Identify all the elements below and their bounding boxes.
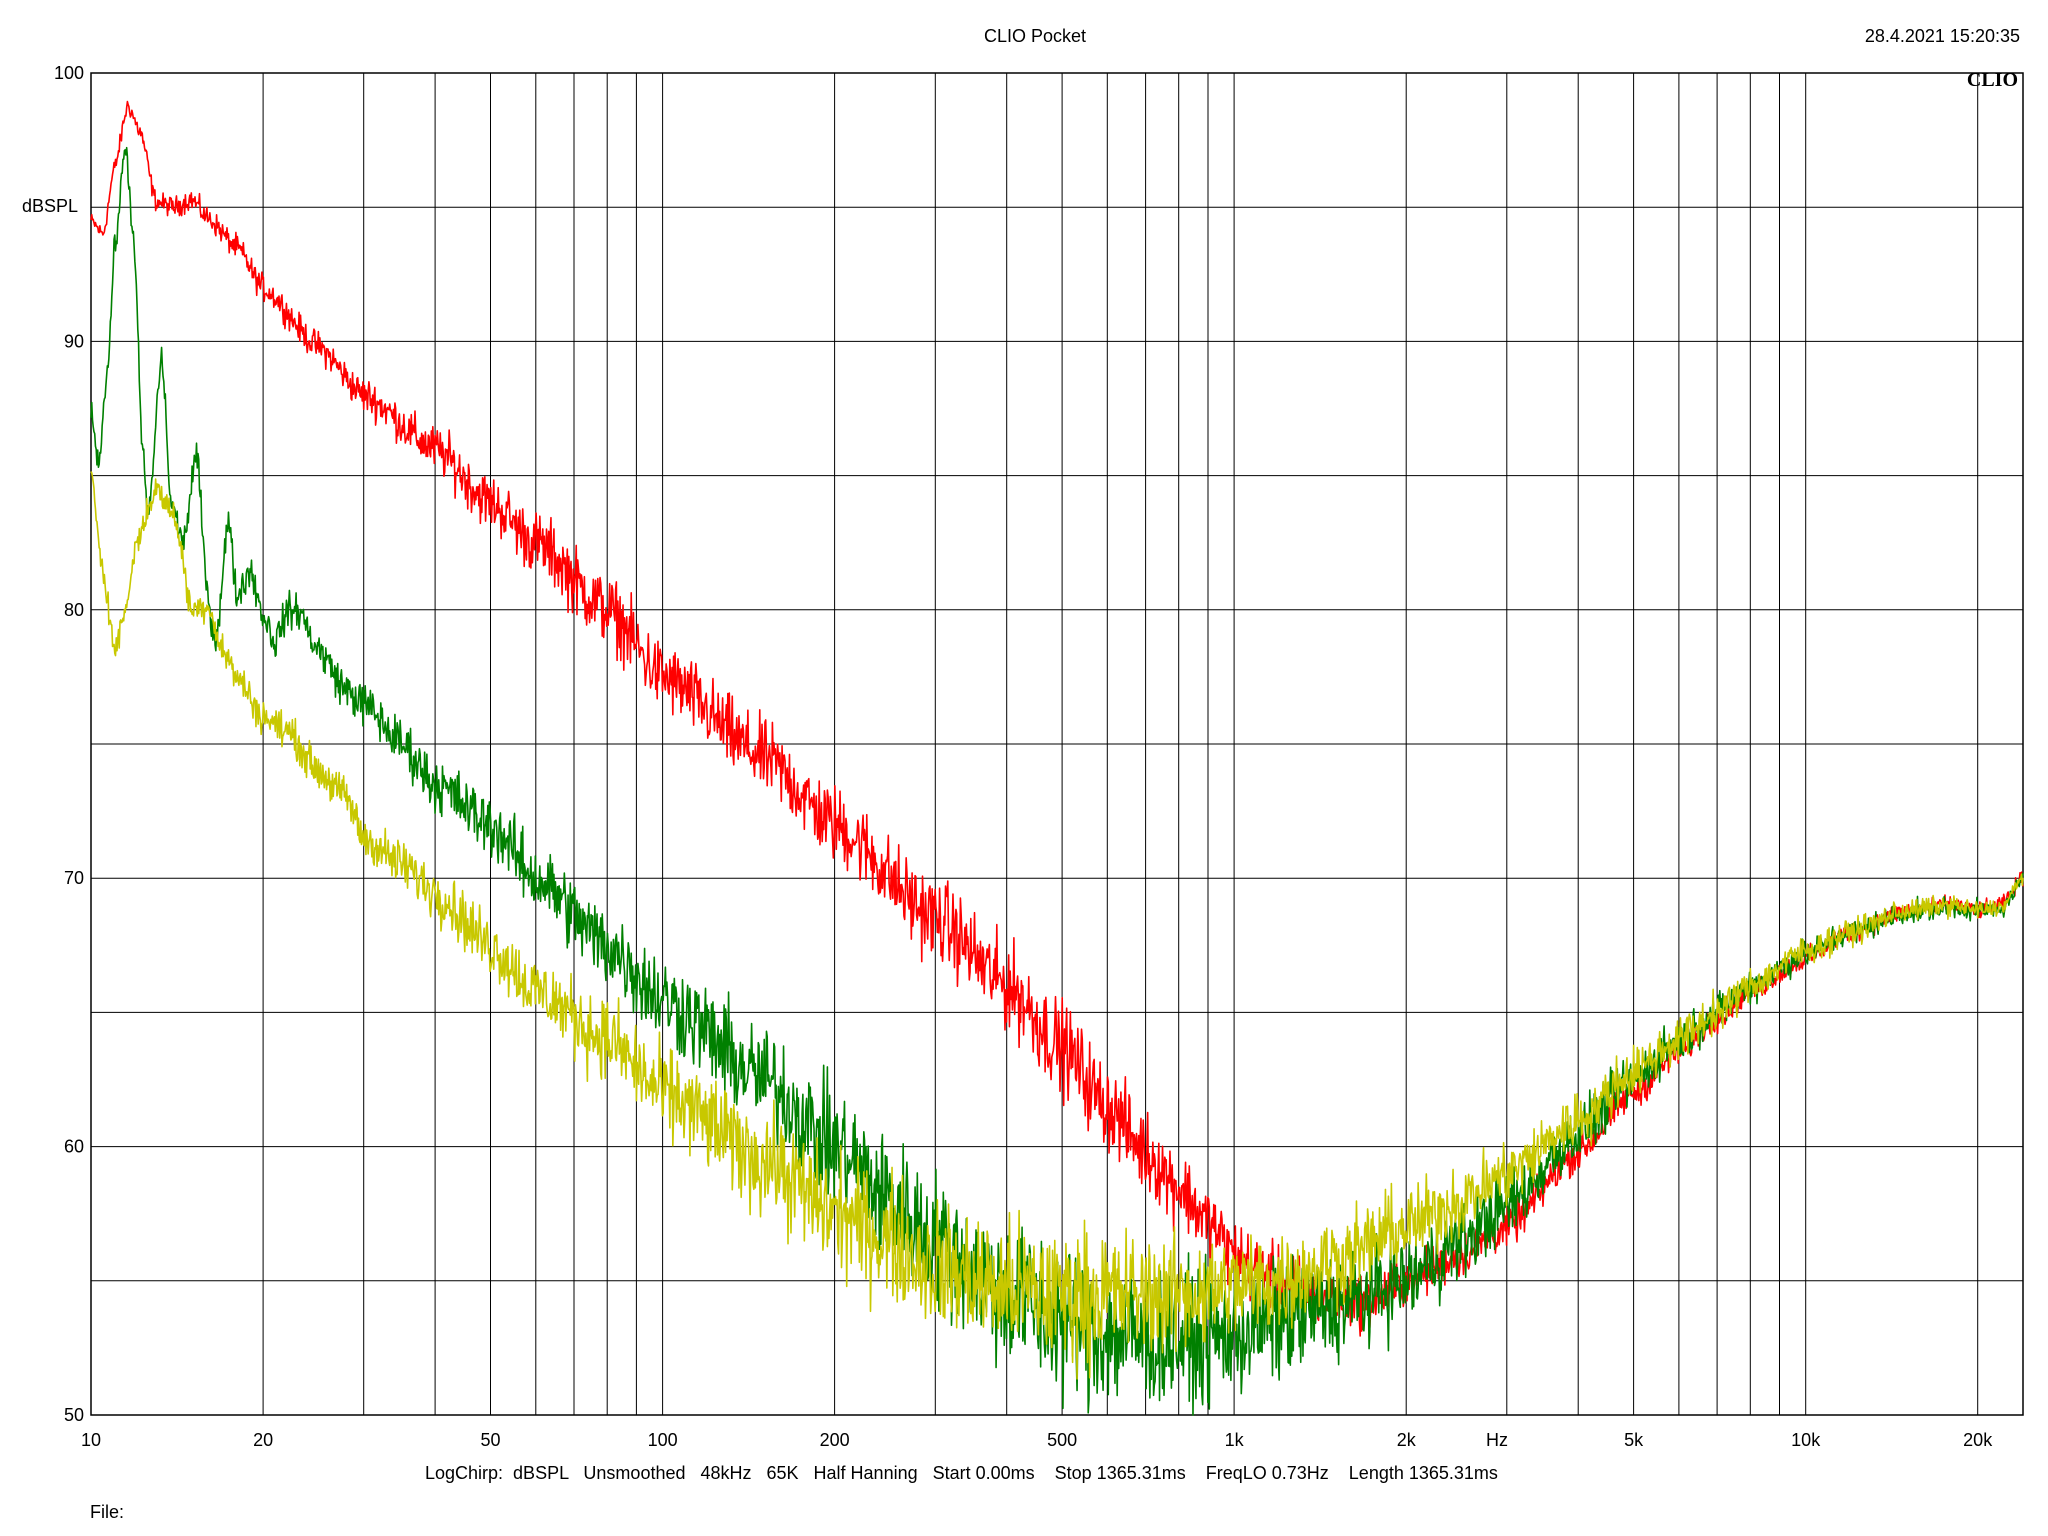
x-tick-label: 10 (81, 1430, 101, 1450)
y-tick-label: 90 (64, 331, 84, 351)
measurement-timestamp: 28.4.2021 15:20:35 (1865, 26, 2020, 46)
x-tick-label: 10k (1791, 1430, 1821, 1450)
axis-ticks: 10 20 50 100 200 500 1k 2k 5k 10k 20k 50 60 70 80 90 100 (54, 63, 1993, 1450)
y-tick-label: 80 (64, 600, 84, 620)
chart-title: CLIO Pocket (984, 26, 1086, 46)
x-tick-label: 1k (1225, 1430, 1245, 1450)
y-tick-label: 70 (64, 868, 84, 888)
series-line-3 (90, 471, 2024, 1380)
x-tick-label: 500 (1047, 1430, 1077, 1450)
grid (90, 72, 2024, 1416)
x-axis-label: Hz (1486, 1430, 1508, 1450)
file-label: File: (90, 1502, 124, 1522)
y-tick-label: 50 (64, 1405, 84, 1425)
clio-logo: CLIO (1967, 69, 2018, 91)
x-tick-label: 20 (253, 1430, 273, 1450)
x-tick-label: 200 (820, 1430, 850, 1450)
y-axis-label: dBSPL (22, 196, 78, 216)
y-tick-label: 60 (64, 1137, 84, 1157)
x-tick-label: 50 (480, 1430, 500, 1450)
plot-frame (90, 72, 2024, 1416)
measurement-parameters: LogChirp: dBSPL Unsmoothed 48kHz 65K Hal… (425, 1463, 1498, 1483)
series-line-2 (90, 146, 2024, 1416)
series-group (90, 100, 2024, 1416)
y-tick-label: 100 (54, 63, 84, 83)
x-tick-label: 5k (1624, 1430, 1644, 1450)
x-tick-label: 2k (1397, 1430, 1417, 1450)
x-tick-label: 100 (648, 1430, 678, 1450)
x-tick-label: 20k (1963, 1430, 1993, 1450)
